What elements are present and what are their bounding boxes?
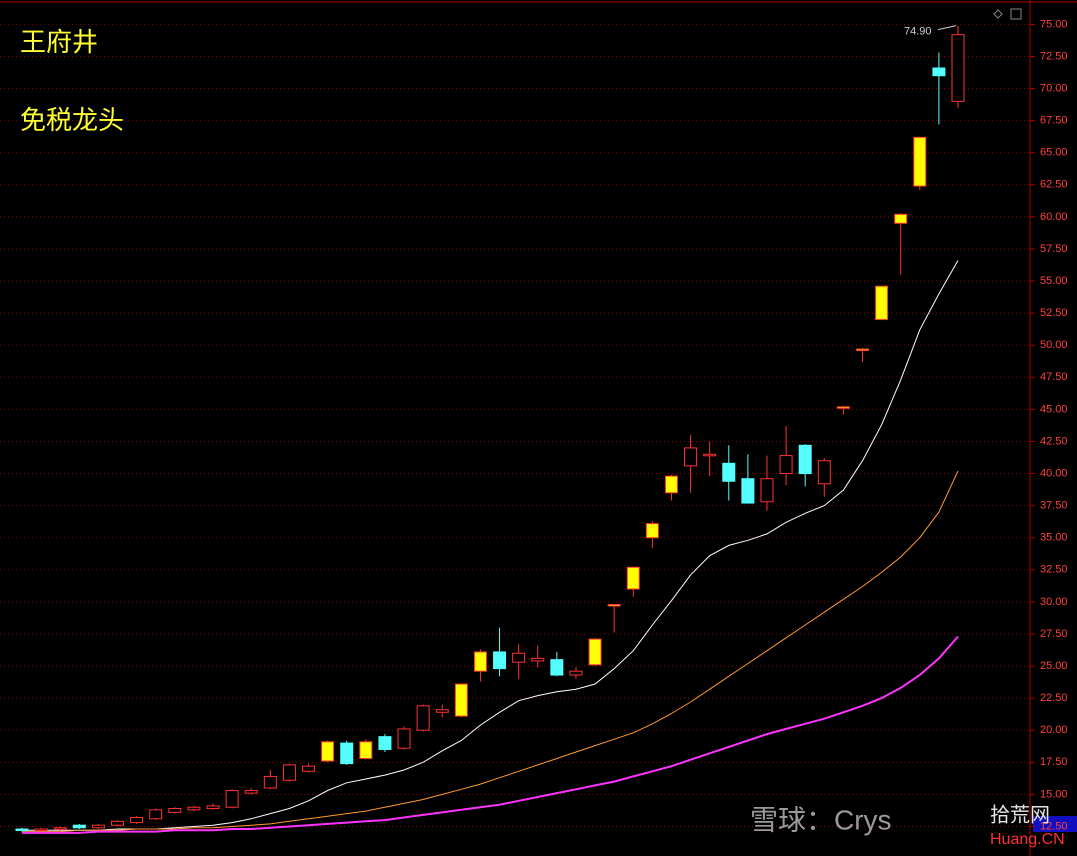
y-tick-label: 42.50 (1040, 435, 1068, 447)
candle-body (741, 478, 755, 504)
y-tick-label: 45.00 (1040, 403, 1068, 415)
candle-body (263, 775, 277, 789)
price-marker (1033, 816, 1077, 832)
y-tick-label: 40.00 (1040, 467, 1068, 479)
candle-body (703, 453, 717, 457)
candle-body (187, 806, 201, 811)
candle-body (378, 736, 392, 750)
y-tick-label: 50.00 (1040, 339, 1068, 351)
y-tick-label: 25.00 (1040, 660, 1068, 672)
candle-body (684, 447, 698, 467)
candle-body (321, 741, 335, 762)
candle-body (836, 406, 850, 409)
y-tick-label: 35.00 (1040, 532, 1068, 544)
candle-body (206, 805, 220, 810)
y-tick-label: 57.50 (1040, 243, 1068, 255)
y-tick-label: 60.00 (1040, 211, 1068, 223)
candle-body (664, 475, 678, 494)
icon (1010, 8, 1022, 20)
y-tick-label: 62.50 (1040, 179, 1068, 191)
candle-body (72, 824, 86, 829)
y-tick-label: 47.50 (1040, 371, 1068, 383)
candle-body (435, 709, 449, 713)
plot-area: 12.50 15.00 17.50 20.00 22.50 25.00 27.50 30.00… (0, 18, 1068, 834)
candle-body (454, 683, 468, 717)
candle-body (779, 455, 793, 475)
y-tick-label: 20.00 (1040, 724, 1068, 736)
candle-body (130, 816, 144, 824)
candle-body (244, 790, 258, 794)
watermark: 雪球：Crys (750, 804, 892, 835)
candle-body (607, 603, 621, 607)
candle-body (932, 67, 946, 77)
y-tick-label: 37.50 (1040, 500, 1068, 512)
y-tick-label: 27.50 (1040, 628, 1068, 640)
candle-body (473, 651, 487, 672)
candle-body (359, 741, 373, 759)
candle-body (493, 651, 507, 670)
ma-line (22, 635, 959, 834)
candle-body (282, 764, 296, 781)
candle-body (340, 742, 354, 765)
candle-body (531, 657, 545, 662)
candle-body (416, 705, 430, 731)
candle-body (588, 638, 602, 666)
y-tick-label: 75.00 (1040, 18, 1068, 30)
candle-body (168, 808, 182, 813)
chart-subtitle: 免税龙头 (20, 105, 124, 135)
y-tick-label: 52.50 (1040, 307, 1068, 319)
ma-line (22, 260, 959, 831)
y-tick-label: 22.50 (1040, 692, 1068, 704)
candle-body (817, 460, 831, 485)
candle-body (53, 827, 67, 830)
candle-body (798, 444, 812, 475)
y-tick-label: 70.00 (1040, 82, 1068, 94)
candle-body (512, 652, 526, 663)
y-tick-label: 15.00 (1040, 788, 1068, 800)
y-tick-label: 65.00 (1040, 147, 1068, 159)
y-tick-label: 72.50 (1040, 50, 1068, 62)
icon (993, 9, 1003, 19)
candle-body (91, 824, 105, 829)
candle-body (645, 523, 659, 539)
candle-body (302, 765, 316, 772)
candle-body (951, 34, 965, 102)
candle-body (913, 136, 927, 187)
y-tick-label: 55.00 (1040, 275, 1068, 287)
logo-text: 拾荒网 (990, 803, 1050, 826)
logo-url: Huang.CN (990, 831, 1065, 848)
ma-line (22, 470, 959, 833)
candle-body (626, 566, 640, 590)
candle-body (149, 809, 163, 820)
y-tick-label: 17.50 (1040, 756, 1068, 768)
y-tick-label: 67.50 (1040, 115, 1068, 127)
max-arrow (937, 25, 957, 31)
candle-body (894, 213, 908, 224)
candle-body (569, 670, 583, 676)
max-label: 74.90 (904, 26, 932, 38)
candle-body (722, 462, 736, 482)
candle-body (34, 828, 48, 832)
candle-body (760, 478, 774, 503)
y-tick-label: 12.50 (1040, 820, 1068, 832)
candle-body (397, 728, 411, 749)
candle-body (111, 820, 125, 826)
candle-body (225, 790, 239, 808)
candle-body (855, 348, 869, 352)
chart-title: 王府井 (20, 27, 98, 57)
candle-body (875, 285, 889, 321)
candle-body (550, 659, 564, 676)
y-tick-label: 30.00 (1040, 596, 1068, 608)
y-tick-label: 32.50 (1040, 564, 1068, 576)
candle-body (15, 828, 29, 832)
